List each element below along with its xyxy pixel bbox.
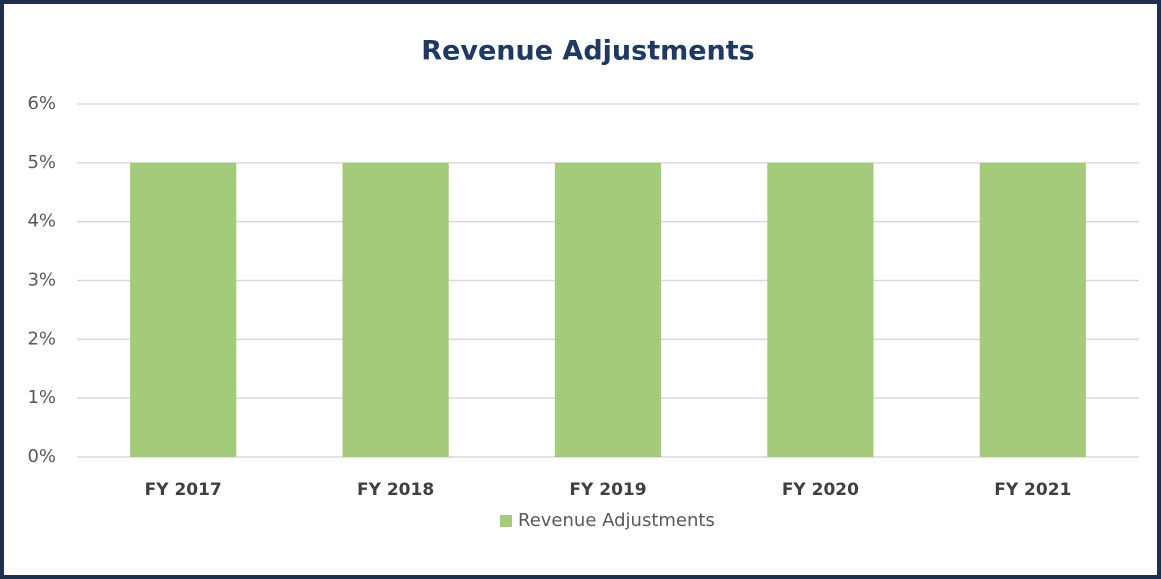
y-tick-label: 1%	[27, 387, 56, 408]
y-tick-label: 2%	[27, 328, 56, 349]
chart-title: Revenue Adjustments	[421, 36, 755, 67]
x-tick-label: FY 2020	[782, 480, 859, 500]
legend-swatch	[500, 515, 512, 527]
y-tick-label: 5%	[27, 152, 56, 173]
y-tick-label: 6%	[27, 93, 56, 114]
y-tick-label: 0%	[27, 446, 56, 467]
bar	[767, 162, 874, 458]
bar	[342, 162, 449, 458]
x-tick-label: FY 2018	[357, 480, 434, 500]
x-tick-label: FY 2019	[569, 480, 646, 500]
bar	[979, 162, 1086, 458]
y-tick-label: 3%	[27, 270, 56, 291]
bar	[130, 162, 237, 458]
legend-label: Revenue Adjustments	[518, 510, 715, 531]
bar	[554, 162, 662, 458]
y-tick-label: 4%	[27, 211, 56, 232]
x-tick-label: FY 2017	[145, 480, 222, 500]
x-tick-label: FY 2021	[994, 480, 1071, 500]
